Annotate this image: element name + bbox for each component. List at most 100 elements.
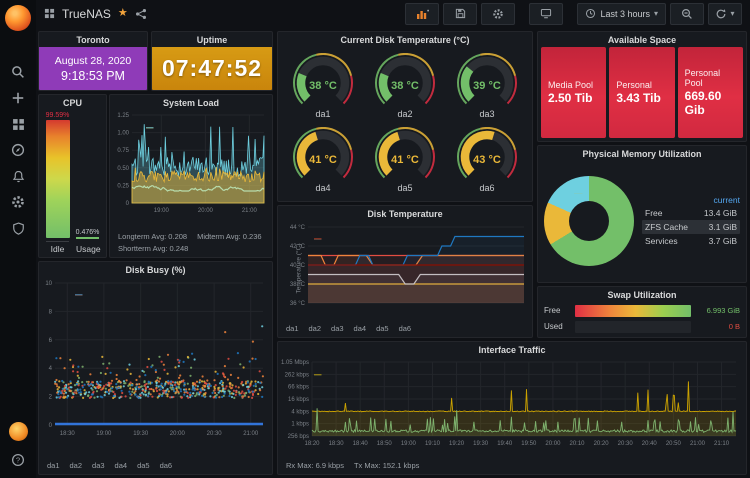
panel-title[interactable]: Physical Memory Utilization <box>582 149 702 159</box>
help-icon[interactable]: ? <box>5 448 31 472</box>
legend-item[interactable]: — Longterm Avg: 0.208 <box>118 123 187 242</box>
legend-item[interactable]: — da6 <box>314 234 412 334</box>
panel-title[interactable]: Swap Utilization <box>607 290 677 300</box>
memory-donut-chart[interactable] <box>544 175 634 266</box>
svg-text:41 °C: 41 °C <box>309 154 337 166</box>
svg-text:1.05 Mbps: 1.05 Mbps <box>281 360 309 366</box>
server-admin-icon[interactable] <box>5 216 31 240</box>
legend-item[interactable]: — da4 <box>75 290 128 471</box>
dashboards-icon[interactable] <box>5 112 31 136</box>
dashboard-grid: Toronto August 28, 2020 9:18:53 PM Uptim… <box>36 27 750 478</box>
dashboard-title[interactable]: TrueNAS <box>62 6 111 21</box>
legend-item[interactable]: — da6 <box>75 290 172 471</box>
dashboard-settings-button[interactable] <box>481 2 516 25</box>
svg-text:20:10: 20:10 <box>569 441 585 447</box>
explore-icon[interactable] <box>5 138 31 162</box>
series-name[interactable]: Services <box>645 236 678 246</box>
swap-panel-body: Free 6.993 GiB Used 0 B <box>538 302 746 337</box>
svg-text:19:00: 19:00 <box>401 441 417 447</box>
system-load-chart[interactable]: 0 0.25 0.50 0.75 1.00 1.25 19:00 20:00 21:00 <box>110 110 272 230</box>
panel-title[interactable]: Disk Temperature <box>367 209 443 219</box>
legend-item[interactable]: — Tx Max: 152.1 kbps <box>314 370 420 471</box>
legend-item[interactable]: — Shortterm Avg: 0.248 <box>118 123 188 254</box>
time-range-picker[interactable]: Last 3 hours ▾ <box>577 2 666 25</box>
panel-disk-busy: Disk Busy (%) 10 8 6 4 2 0 18:30 19:00 19:30 20:0… <box>38 261 273 475</box>
cpu-usage-gauge: 0.476% Usage <box>76 112 101 254</box>
disk-temperature-legend: — da1— da2— da3— da4— da5— da6 <box>278 234 532 337</box>
memory-panel-body: current — Free 13.4 GiB — ZFS Cache 3.1 GiB — S… <box>538 161 746 282</box>
legend-item[interactable]: — Rx Max: 6.9 kbps <box>286 370 344 471</box>
pool-name: Personal Pool <box>684 68 721 88</box>
panel-interface-traffic: Interface Traffic 1.05 Mbps 262 kbps 66 kb… <box>277 341 747 475</box>
panel-title[interactable]: Interface Traffic <box>478 345 546 355</box>
panel-title[interactable]: Current Disk Temperature (°C) <box>340 35 470 45</box>
panel-memory-utilization: Physical Memory Utilization current — Fre… <box>537 145 747 283</box>
legend-item[interactable]: — da2 <box>70 290 83 471</box>
panel-title[interactable]: CPU <box>62 98 82 108</box>
disk-temp-gauge-da3[interactable]: 39 °C da3 <box>446 49 528 123</box>
series-label: da1 <box>47 460 60 470</box>
disk-temp-gauge-da2[interactable]: 38 °C da2 <box>364 49 446 123</box>
legend-item[interactable]: — da2 <box>309 234 322 334</box>
legend-item[interactable]: — da1 <box>286 234 322 334</box>
disk-temperature-chart[interactable]: Temperature (°C) 44 °C 42 °C 40 °C 38 °C 36 … <box>278 221 532 322</box>
legend-item[interactable]: — da3 <box>75 290 105 471</box>
search-icon[interactable] <box>5 60 31 84</box>
interface-traffic-chart[interactable]: 1.05 Mbps 262 kbps 66 kbps 16 kbps 4 kbps 1 k… <box>278 357 746 459</box>
svg-text:20:00: 20:00 <box>545 441 561 447</box>
panel-title[interactable]: Toronto <box>76 35 110 45</box>
series-label: da6 <box>398 323 412 333</box>
memory-legend-row[interactable]: — Free 13.4 GiB <box>574 188 740 220</box>
configuration-icon[interactable] <box>5 190 31 214</box>
add-panel-button[interactable] <box>405 2 440 25</box>
alerting-icon[interactable] <box>5 164 31 188</box>
legend-item[interactable]: — da1 <box>47 290 83 471</box>
series-color-dash: — <box>146 123 154 132</box>
panel-title[interactable]: Available Space <box>607 35 677 45</box>
legend-item[interactable]: — da5 <box>314 234 389 334</box>
svg-text:18:40: 18:40 <box>353 441 369 447</box>
share-icon[interactable] <box>135 8 147 20</box>
legend-item[interactable]: — da5 <box>75 290 150 471</box>
available-space-cards: Media Pool 2.50 Tib Personal 3.43 Tib Pe… <box>538 47 746 141</box>
memory-legend-row[interactable]: — Services 3.7 GiB <box>574 188 740 248</box>
series-label: Tx Max: 152.1 kbps <box>353 460 420 470</box>
zoom-out-button[interactable] <box>670 2 704 25</box>
panel-title[interactable]: System Load <box>162 98 220 108</box>
disk-temp-gauge-da4[interactable]: 41 °C da4 <box>282 123 364 197</box>
series-label: da4 <box>114 460 128 470</box>
series-name[interactable]: Free <box>645 208 663 218</box>
series-value: 13.4 GiB <box>703 208 737 218</box>
svg-text:38 °C: 38 °C <box>391 80 419 92</box>
legend-item[interactable]: — da4 <box>314 234 366 334</box>
legend-header-current[interactable]: current <box>713 194 740 205</box>
svg-text:40 °C: 40 °C <box>290 263 306 269</box>
disk-temperature-gauges: 38 °C da1 38 °C da2 39 °C da3 41 °C da4 41 °C da5… <box>278 47 532 201</box>
refresh-interval-caret[interactable]: ▾ <box>730 8 735 18</box>
svg-text:1.25: 1.25 <box>117 113 129 119</box>
pool-name: Media Pool <box>548 80 594 90</box>
panel-title[interactable]: Uptime <box>196 35 228 45</box>
disk-temp-gauge-da5[interactable]: 41 °C da5 <box>364 123 446 197</box>
panel-title[interactable]: Disk Busy (%) <box>125 265 186 275</box>
refresh-button[interactable]: ▾ <box>708 2 742 25</box>
star-icon[interactable]: ★ <box>117 7 128 19</box>
grafana-logo-icon[interactable] <box>5 5 31 31</box>
series-color-dash: — <box>75 290 83 299</box>
disk-busy-chart[interactable]: 10 8 6 4 2 0 18:30 19:00 19:30 20:00 20:30 21:00 <box>39 277 272 459</box>
cycle-view-button[interactable] <box>529 2 564 25</box>
user-avatar[interactable] <box>8 422 28 441</box>
memory-legend-row[interactable]: — ZFS Cache 3.1 GiB <box>574 188 740 234</box>
legend-item[interactable]: — Midterm Avg: 0.236 <box>146 123 262 242</box>
panel-swap-utilization: Swap Utilization Free 6.993 GiB Used 0 B <box>537 286 747 338</box>
save-dashboard-button[interactable] <box>443 2 478 25</box>
swap-used-bar <box>575 320 691 333</box>
create-icon[interactable] <box>5 86 31 110</box>
donut-hole <box>569 200 609 241</box>
svg-text:20:00: 20:00 <box>198 208 214 214</box>
legend-item[interactable]: — da3 <box>314 234 344 334</box>
disk-temp-gauge-da1[interactable]: 38 °C da1 <box>282 49 364 123</box>
disk-temp-gauge-da6[interactable]: 43 °C da6 <box>446 123 528 197</box>
clock-time: 9:18:53 PM <box>61 68 125 83</box>
series-name[interactable]: ZFS Cache <box>645 222 688 232</box>
